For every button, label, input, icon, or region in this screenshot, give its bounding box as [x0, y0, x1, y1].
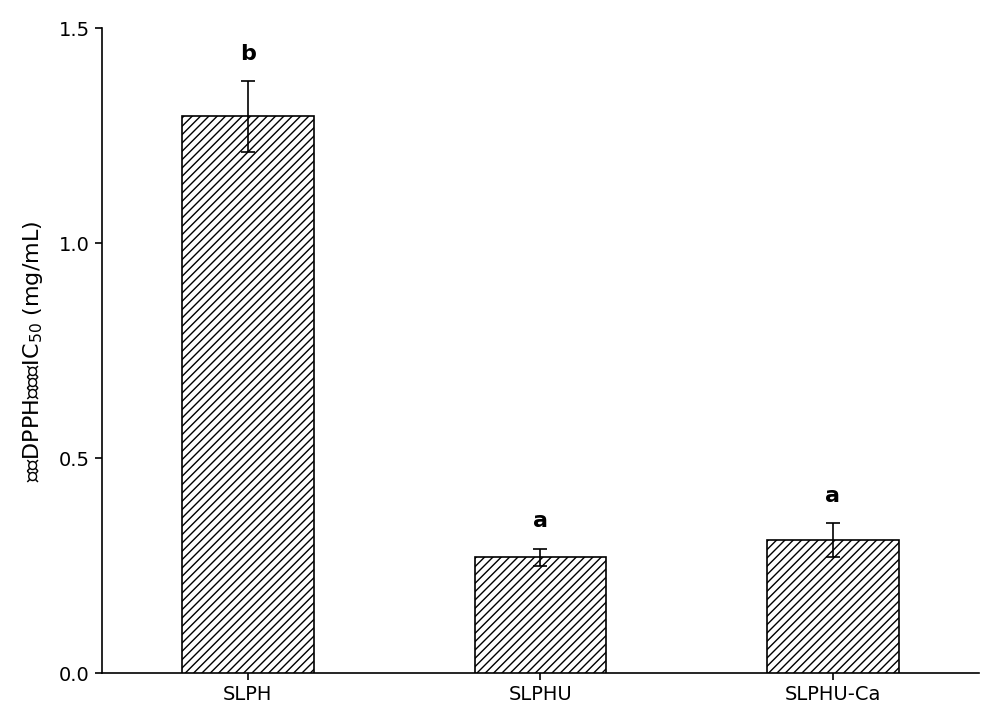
Bar	[767, 540, 899, 674]
Y-axis label: 清除DPPH自由基IC$_{50}$ (mg/mL): 清除DPPH自由基IC$_{50}$ (mg/mL)	[21, 220, 45, 481]
Bar	[182, 117, 314, 674]
Text: b: b	[240, 44, 256, 64]
Text: a: a	[825, 486, 840, 505]
Text: a: a	[533, 511, 548, 531]
Bar	[475, 558, 606, 674]
